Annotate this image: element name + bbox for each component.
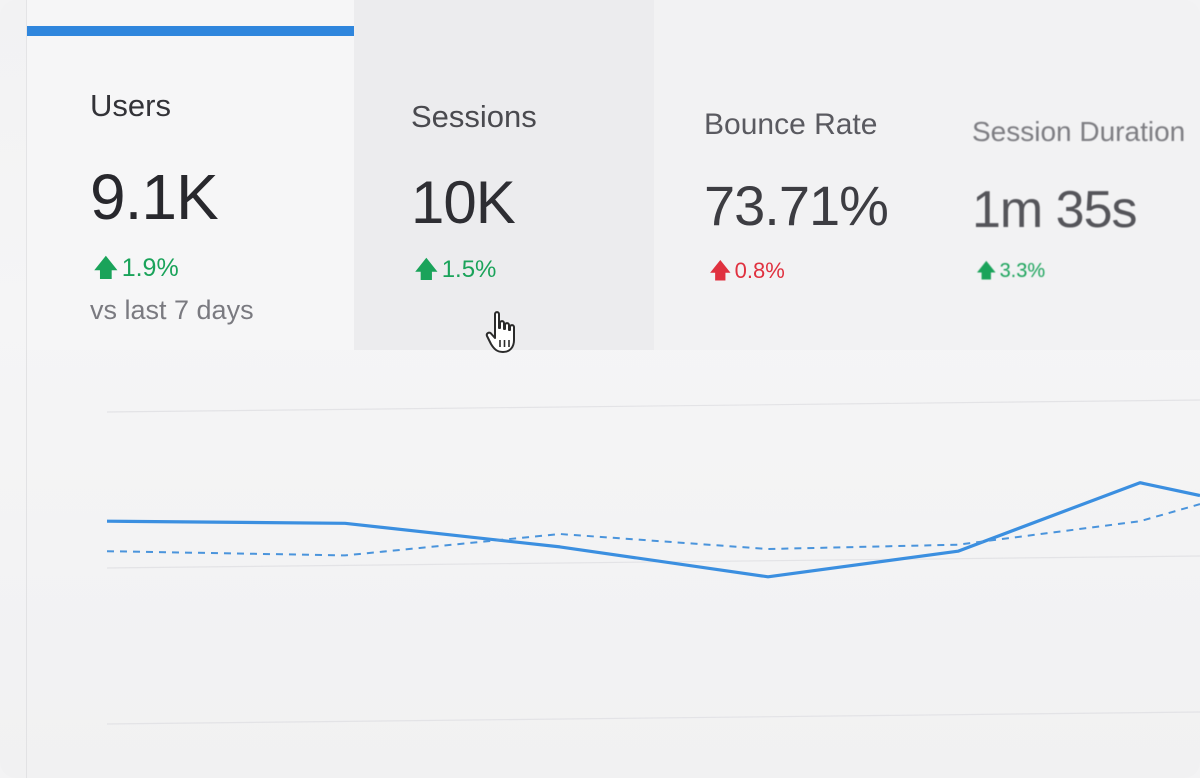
bounce-rate-change: 🡅 0.8% — [709, 254, 785, 292]
users-change-value: 1.9% — [121, 254, 179, 282]
session-duration-change-value: 3.3% — [999, 260, 1046, 282]
grid-line — [106, 399, 1200, 413]
line-chart — [106, 399, 1200, 725]
bounce-rate-change-value: 0.8% — [734, 258, 785, 283]
chart-grid — [106, 399, 1200, 725]
arrow-up-icon: 🡅 — [93, 254, 119, 282]
bounce-rate-label: Bounce Rate — [704, 108, 878, 141]
tab-users[interactable]: Users 9.1K 🡅 1.9% vs last 7 days — [26, 0, 355, 350]
sessions-label: Sessions — [411, 99, 537, 134]
tab-bounce-rate[interactable]: Bounce Rate 73.71% 🡅 0.8% — [654, 0, 944, 350]
grid-line — [106, 711, 1200, 725]
hand-pointer-icon — [485, 311, 515, 353]
comparison-period: vs last 7 days — [90, 295, 254, 325]
session-duration-value: 1m 35s — [972, 181, 1138, 239]
sessions-change-value: 1.5% — [441, 256, 497, 283]
tab-sessions[interactable]: Sessions 10K 🡅 1.5% — [354, 0, 654, 350]
tab-session-duration[interactable]: Session Duration 1m 35s 🡅 3.3% — [944, 0, 1200, 350]
arrow-up-icon: 🡅 — [414, 256, 439, 283]
sessions-change: 🡅 1.5% — [414, 252, 496, 293]
arrow-up-icon: 🡅 — [709, 258, 732, 283]
series-line-previous — [106, 503, 1200, 557]
bounce-rate-value: 73.71% — [704, 174, 889, 237]
panel-border — [26, 350, 27, 778]
series-line-current — [106, 481, 1200, 579]
users-change: 🡅 1.9% — [93, 249, 179, 292]
session-duration-change: 🡅 3.3% — [976, 256, 1045, 290]
users-value: 9.1K — [90, 161, 219, 233]
users-label: Users — [90, 88, 171, 123]
sessions-value: 10K — [411, 169, 516, 236]
grid-line — [106, 555, 1200, 569]
active-tab-indicator — [27, 26, 355, 36]
arrow-up-icon: 🡅 — [976, 260, 997, 282]
session-duration-label: Session Duration — [972, 116, 1186, 147]
chart-series — [106, 481, 1200, 579]
